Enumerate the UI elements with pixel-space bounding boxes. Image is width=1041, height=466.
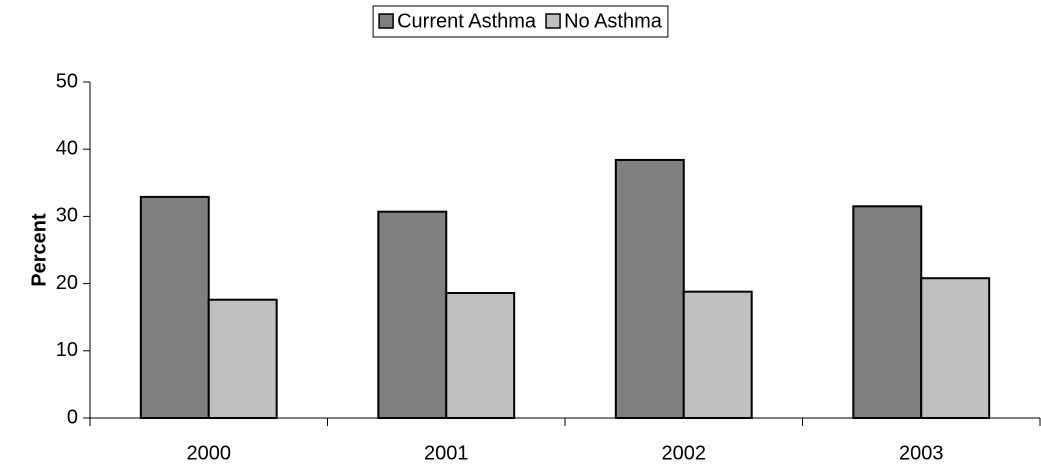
x-tick-label: 2002: [662, 442, 707, 464]
bar: [852, 205, 923, 419]
x-tick-label: 2000: [187, 442, 232, 464]
y-tick-label: 20: [56, 272, 78, 294]
x-tick-label: 2003: [899, 442, 944, 464]
bar: [139, 195, 210, 419]
legend-swatch: [545, 13, 561, 29]
bar: [920, 277, 991, 419]
legend-box: [372, 5, 669, 38]
y-tick-label: 40: [56, 137, 78, 159]
legend-label: Current Asthma: [397, 10, 537, 32]
bar: [614, 158, 685, 419]
bar: [445, 292, 516, 419]
y-tick-label: 50: [56, 70, 78, 92]
bar: [682, 290, 753, 419]
legend-swatch: [378, 13, 394, 29]
y-tick-label: 30: [56, 205, 78, 227]
legend-label: No Asthma: [564, 10, 663, 32]
y-axis-label: Percent: [28, 213, 50, 287]
y-tick-label: 10: [56, 339, 78, 361]
bar: [377, 210, 448, 419]
x-tick-label: 2001: [424, 442, 469, 464]
legend: Current Asthma No Asthma: [372, 5, 669, 38]
y-tick-label: 0: [67, 406, 78, 428]
bar: [207, 298, 278, 419]
